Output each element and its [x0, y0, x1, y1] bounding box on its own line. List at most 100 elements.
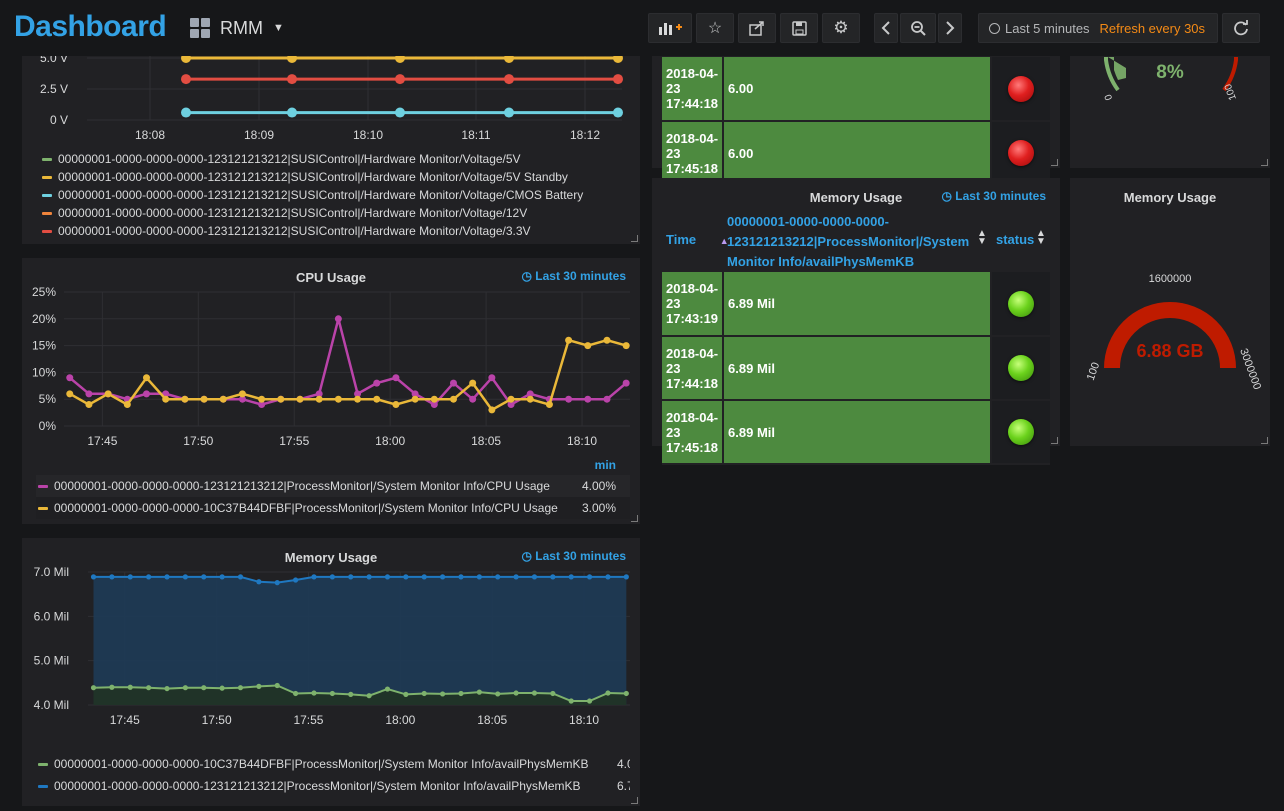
- sort-icon: ▲ ▼: [977, 228, 987, 247]
- y-tick-label: 25%: [32, 285, 56, 299]
- panel-title[interactable]: Memory Usage: [1123, 190, 1217, 205]
- data-point: [296, 395, 304, 403]
- zoom-out-button[interactable]: [900, 13, 936, 43]
- data-point: [411, 395, 419, 403]
- data-point: [488, 406, 496, 414]
- x-tick-label: 17:50: [183, 434, 213, 448]
- data-point: [395, 74, 405, 85]
- x-tick-label: 18:00: [375, 434, 405, 448]
- x-tick-label: 18:11: [461, 128, 490, 140]
- time-range-label: Last 5 minutes: [1005, 20, 1090, 36]
- top-navbar: Dashboard RMM ▼ ☆ ⚙ Last 5 minutes Refre…: [0, 0, 1284, 56]
- data-point: [366, 693, 372, 699]
- legend-item[interactable]: 00000001-0000-0000-0000-123121213212|SUS…: [42, 152, 521, 166]
- column-header-status[interactable]: status: [996, 232, 1034, 247]
- column-header-value[interactable]: 00000001-0000-0000-0000-123121213212|Pro…: [727, 214, 970, 269]
- save-button[interactable]: [780, 13, 818, 43]
- table-row: 2018-04-23 17:44:18 6.00: [662, 57, 1050, 121]
- dashboard-name: RMM: [220, 17, 263, 38]
- legend-item[interactable]: 00000001-0000-0000-0000-123121213212|SUS…: [42, 206, 527, 220]
- data-point: [513, 690, 519, 696]
- legend-item[interactable]: 00000001-0000-0000-0000-123121213212|Pro…: [38, 479, 616, 493]
- data-point: [531, 690, 538, 696]
- legend-row-alt[interactable]: [36, 497, 630, 519]
- legend-row[interactable]: [36, 475, 630, 497]
- settings-button[interactable]: ⚙: [822, 13, 860, 43]
- data-point: [526, 395, 534, 403]
- legend-header-min[interactable]: min: [594, 458, 616, 472]
- legend-value: 3.00%: [581, 501, 616, 515]
- data-point: [403, 691, 409, 697]
- data-point: [293, 690, 299, 697]
- resize-handle[interactable]: [631, 797, 638, 804]
- legend-item[interactable]: 00000001-0000-0000-0000-123121213212|SUS…: [42, 188, 583, 202]
- data-point: [430, 401, 438, 409]
- data-point: [85, 390, 93, 398]
- chevron-left-icon: [881, 21, 890, 35]
- value-cell: 6.89 Mil: [723, 336, 992, 400]
- time-range-picker[interactable]: Last 5 minutes Refresh every 30s: [978, 13, 1218, 43]
- star-button[interactable]: ☆: [696, 13, 734, 43]
- data-point: [354, 390, 362, 398]
- legend-label: 00000001-0000-0000-0000-123121213212|Pro…: [54, 479, 550, 493]
- data-point: [274, 682, 280, 689]
- sort-asc-icon: ▲: [719, 236, 729, 246]
- resize-handle[interactable]: [631, 235, 638, 242]
- memory-table: 2018-04-23 17:43:19 6.89 Mil 2018-04-23 17…: [662, 272, 1050, 465]
- resize-handle[interactable]: [1261, 159, 1268, 166]
- data-point: [384, 574, 391, 580]
- data-point: [584, 342, 592, 350]
- percent-gauge: 0 100: [1101, 57, 1239, 103]
- data-point: [85, 401, 93, 409]
- data-point: [311, 574, 317, 580]
- data-point: [495, 691, 501, 697]
- value-cell: 6.00: [723, 121, 992, 185]
- column-header-time[interactable]: Time ▲: [666, 232, 729, 247]
- data-point: [315, 390, 323, 398]
- data-point: [334, 395, 342, 403]
- dashboard-picker[interactable]: RMM ▼: [190, 14, 284, 42]
- dashboard-logo[interactable]: Dashboard: [14, 10, 167, 43]
- x-tick-label: 18:08: [135, 128, 165, 140]
- legend-label: 00000001-0000-0000-0000-123121213212|SUS…: [58, 224, 531, 238]
- panel-title[interactable]: Memory Usage: [809, 190, 903, 205]
- data-point: [256, 579, 262, 585]
- x-tick-label: 17:55: [279, 434, 309, 448]
- series-line: [93, 575, 627, 584]
- resize-handle[interactable]: [1261, 437, 1268, 444]
- legend-item[interactable]: 00000001-0000-0000-0000-10C37B44DFBF|Pro…: [38, 501, 616, 515]
- gauge-value: 8%: [1156, 62, 1184, 83]
- time-forward-button[interactable]: [938, 13, 962, 43]
- legend-swatch: [42, 157, 52, 161]
- panel-time-info: ◷ Last 30 minutes: [521, 549, 626, 563]
- time-back-button[interactable]: [874, 13, 898, 43]
- panel-title[interactable]: CPU Usage: [295, 270, 367, 285]
- x-tick-label: 18:09: [244, 128, 274, 140]
- data-point: [603, 336, 611, 344]
- x-tick-label: 18:05: [477, 713, 507, 727]
- gauge-min-label: 100: [1085, 361, 1103, 382]
- data-point: [622, 379, 630, 387]
- add-panel-button[interactable]: [648, 13, 692, 43]
- data-point: [568, 574, 574, 580]
- legend-label: 00000001-0000-0000-0000-10C37B44DFBF|Pro…: [54, 501, 558, 515]
- resize-handle[interactable]: [631, 515, 638, 522]
- legend-item[interactable]: 00000001-0000-0000-0000-123121213212|Pro…: [38, 779, 630, 793]
- legend-item[interactable]: 00000001-0000-0000-0000-10C37B44DFBF|Pro…: [38, 757, 630, 771]
- data-point: [143, 390, 151, 398]
- legend-item[interactable]: 00000001-0000-0000-0000-123121213212|SUS…: [42, 224, 531, 238]
- y-tick-label: 15%: [32, 339, 56, 353]
- data-point: [182, 574, 188, 580]
- y-tick-label: 0%: [39, 419, 57, 433]
- resize-handle[interactable]: [1051, 437, 1058, 444]
- data-point: [613, 107, 623, 118]
- refresh-button[interactable]: [1222, 13, 1260, 43]
- y-tick-label: 2.5 V: [40, 82, 68, 96]
- data-point: [373, 379, 381, 387]
- resize-handle[interactable]: [1051, 159, 1058, 166]
- data-point: [274, 580, 280, 586]
- data-point: [622, 342, 630, 350]
- share-button[interactable]: [738, 13, 776, 43]
- legend-item[interactable]: 00000001-0000-0000-0000-123121213212|SUS…: [42, 170, 568, 184]
- panel-title[interactable]: Memory Usage: [284, 550, 378, 565]
